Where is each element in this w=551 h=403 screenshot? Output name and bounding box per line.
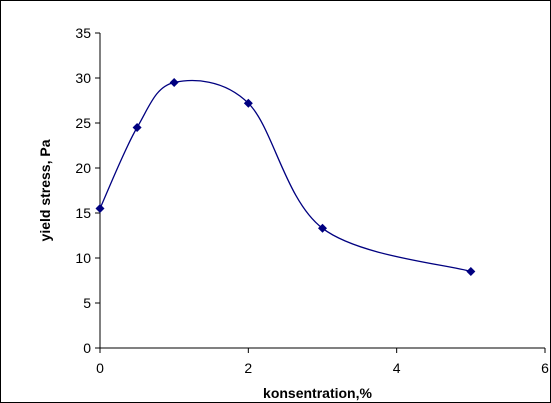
data-markers [95, 78, 476, 276]
data-point [243, 98, 253, 108]
x-tick-label: 2 [244, 360, 252, 376]
x-tick-label: 6 [541, 360, 549, 376]
data-point [466, 267, 476, 276]
x-axis-title: konsentration,% [263, 385, 372, 401]
x-tick-label: 0 [96, 360, 104, 376]
y-tick-label: 20 [75, 160, 91, 176]
x-ticks: 0 2 4 6 [96, 348, 549, 376]
data-point [132, 123, 142, 132]
data-point [318, 223, 327, 233]
y-tick-label: 5 [83, 295, 91, 311]
y-axis-title: yield stress, Pa [37, 139, 53, 241]
y-tick-label: 0 [83, 340, 91, 356]
y-tick-label: 30 [75, 70, 91, 86]
y-ticks: 0 5 10 15 20 25 30 35 [75, 25, 100, 356]
y-tick-label: 10 [75, 250, 91, 266]
data-point [95, 204, 105, 213]
y-tick-label: 25 [75, 115, 91, 131]
data-point [169, 78, 179, 87]
x-tick-label: 4 [393, 360, 401, 376]
axes: 0 5 10 15 20 25 30 35 0 2 4 6 [75, 25, 549, 376]
y-tick-label: 15 [75, 205, 91, 221]
y-tick-label: 35 [75, 25, 91, 41]
series-line [99, 79, 472, 273]
